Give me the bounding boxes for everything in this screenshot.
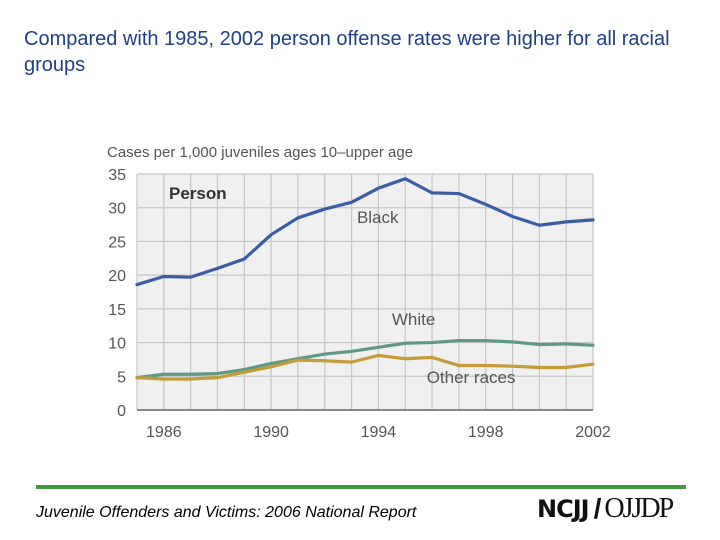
- chart-title: Person: [169, 184, 227, 203]
- y-axis-label: Cases per 1,000 juveniles ages 10–upper …: [107, 144, 413, 161]
- y-tick-label: 25: [108, 234, 126, 251]
- series-line-other-races: [135, 353, 595, 381]
- agency-logos: NCJJ / OJJDP: [537, 492, 674, 526]
- y-tick-label: 30: [108, 201, 126, 218]
- x-tick-label: 1986: [146, 424, 182, 441]
- y-tick-label: 10: [108, 336, 126, 353]
- ncjj-logo: NCJJ: [537, 495, 590, 523]
- y-tick-label: 0: [117, 403, 126, 420]
- logo-divider: /: [593, 493, 602, 524]
- series-annotation: Black: [357, 208, 399, 227]
- plot-area: [137, 174, 593, 410]
- footer-citation: Juvenile Offenders and Victims: 2006 Nat…: [36, 504, 417, 521]
- y-tick-label: 5: [117, 369, 126, 386]
- x-tick-label: 2002: [575, 424, 611, 441]
- series-line-white: [135, 338, 595, 380]
- x-tick-label: 1990: [253, 424, 289, 441]
- y-tick-label: 20: [108, 268, 126, 285]
- series-annotation: White: [392, 310, 435, 329]
- ojjdp-logo: OJJDP: [604, 493, 674, 524]
- x-tick-label: 1998: [468, 424, 504, 441]
- x-tick-label: 1994: [361, 424, 397, 441]
- y-tick-label: 15: [108, 302, 126, 319]
- line-chart: Cases per 1,000 juveniles ages 10–upper …: [107, 144, 611, 441]
- slide-title: Compared with 1985, 2002 person offense …: [24, 28, 670, 76]
- y-tick-label: 35: [108, 167, 126, 184]
- series-annotation: Other races: [427, 368, 516, 387]
- footer-rule: [36, 485, 686, 489]
- series-line-black: [135, 177, 595, 287]
